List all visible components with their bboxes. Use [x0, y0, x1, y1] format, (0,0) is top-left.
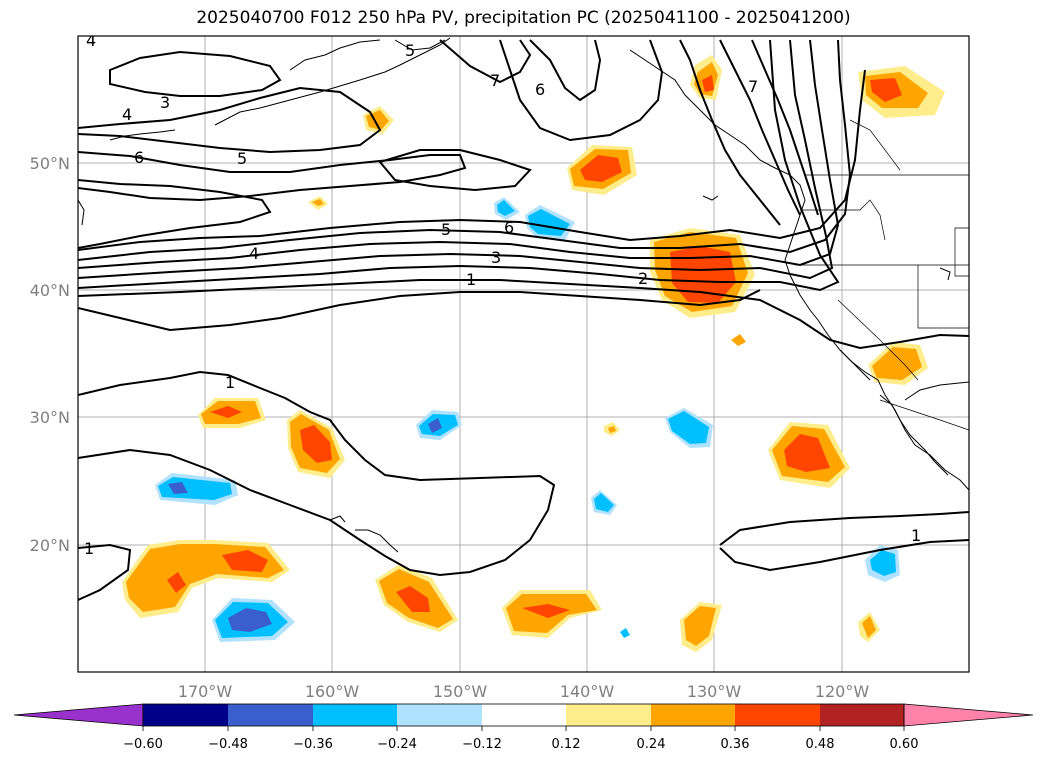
colorbar-tick-label: 0.12 [552, 737, 581, 752]
contour-label: 1 [84, 539, 94, 558]
lat-label-20n: 20°N [30, 536, 70, 555]
colorbar-segment [397, 704, 482, 726]
contour-label: 7 [748, 77, 758, 96]
colorbar-tick-label: −0.36 [293, 737, 333, 752]
longitude-labels: 170°W 160°W 150°W 140°W 130°W 120°W [178, 682, 870, 701]
colorbar-extend-high [903, 703, 1034, 727]
colorbar-segment [143, 704, 228, 726]
contour-label: 3 [491, 248, 501, 267]
colorbar-tick-label: 0.36 [721, 737, 750, 752]
colorbar-segment [228, 704, 313, 726]
lon-label-120w: 120°W [815, 682, 870, 701]
map-title: 2025040700 F012 250 hPa PV, precipitatio… [196, 8, 851, 28]
colorbar-segment [820, 704, 904, 726]
colorbar-tick-label: −0.24 [377, 737, 417, 752]
contour-label: 3 [160, 93, 170, 112]
pv-contours [78, 39, 969, 601]
colorbar-segment [482, 704, 566, 726]
lon-label-150w: 150°W [433, 682, 488, 701]
colorbar-extend-low [13, 703, 144, 727]
colorbar: −0.60 −0.48 −0.36 −0.24 −0.12 0.12 0.24 … [13, 703, 1034, 752]
coastlines [78, 37, 969, 553]
colorbar-tick-label: −0.48 [208, 737, 248, 752]
colorbar-tick-label: −0.12 [462, 737, 502, 752]
precipitation-shading [122, 55, 945, 652]
state-borders [795, 119, 969, 431]
lon-label-160w: 160°W [305, 682, 360, 701]
colorbar-tick-label: 0.48 [806, 737, 835, 752]
lon-label-170w: 170°W [178, 682, 233, 701]
contour-label: 1 [911, 526, 921, 545]
contour-label: 5 [405, 41, 415, 60]
lat-label-50n: 50°N [30, 154, 70, 173]
colorbar-tick-label: 0.24 [637, 737, 666, 752]
colorbar-segment [651, 704, 735, 726]
lon-label-130w: 130°W [687, 682, 742, 701]
lat-label-30n: 30°N [30, 408, 70, 427]
lat-label-40n: 40°N [30, 281, 70, 300]
colorbar-tick-label: −0.60 [123, 737, 163, 752]
map-panel: 4 3 4 5 6 7 6 7 5 6 5 4 3 1 2 1 1 1 [77, 31, 970, 673]
contour-label: 2 [638, 269, 648, 288]
contour-label: 7 [490, 71, 500, 90]
contour-label: 1 [225, 373, 235, 392]
pv-contour-labels: 4 3 4 5 6 7 6 7 5 6 5 4 3 1 2 1 1 1 [84, 31, 921, 558]
contour-label: 6 [504, 218, 514, 237]
latitude-labels: 50°N 40°N 30°N 20°N [30, 154, 70, 555]
colorbar-segment [313, 704, 397, 726]
contour-label: 4 [86, 31, 96, 50]
lon-label-140w: 140°W [560, 682, 615, 701]
contour-label: 6 [535, 80, 545, 99]
colorbar-tick-label: 0.60 [890, 737, 919, 752]
contour-label: 5 [237, 149, 247, 168]
colorbar-segment [566, 704, 651, 726]
contour-label: 6 [134, 148, 144, 167]
contour-label: 4 [122, 105, 132, 124]
colorbar-segment [735, 704, 820, 726]
contour-label: 5 [441, 220, 451, 239]
contour-label: 4 [249, 244, 259, 263]
contour-label: 1 [466, 270, 476, 289]
